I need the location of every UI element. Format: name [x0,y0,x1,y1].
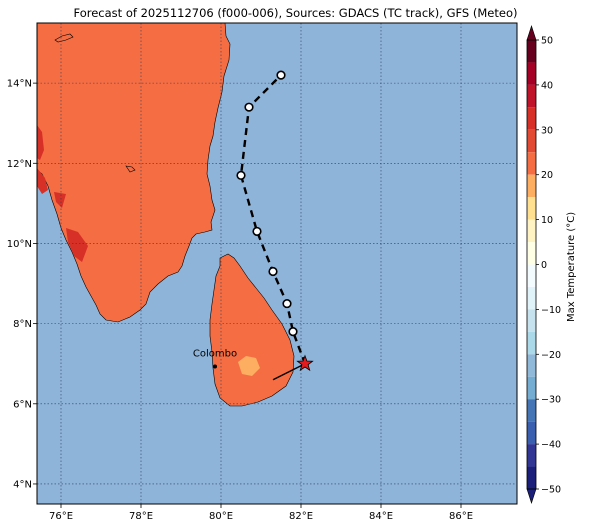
colorbar-segment [527,40,536,63]
colorbar-segment [527,444,536,467]
city-label-colombo: Colombo [193,349,237,360]
longitude-axis: 76°E 78°E 80°E 82°E 84°E 86°E [49,504,473,522]
colorbar: 50 40 30 20 10 0 −10 −20 −30 −40 −50 [526,25,561,504]
colorbar-segment [527,376,536,400]
y-tick-label: 12°N [7,159,32,170]
y-tick-label: 4°N [13,479,32,490]
track-line [239,74,307,365]
y-tick-label: 10°N [7,239,32,250]
hot-region-karnataka [37,168,48,194]
city-marker-group: Colombo [193,349,237,369]
track-point [268,266,278,277]
hot-region-kerala [66,228,88,262]
y-tick-label: 6°N [13,399,32,410]
map-frame [36,22,518,505]
track-point [252,226,262,237]
x-tick-label: 82°E [289,511,313,522]
colorbar-tick-label: −50 [541,485,561,496]
colorbar-tick-label: 30 [541,125,553,136]
colorbar-tick-label: −20 [541,350,561,361]
colorbar-segment [527,309,536,332]
sri-lanka-highlands [238,356,260,376]
colorbar-segment [527,331,536,355]
colorbar-segment [527,174,536,198]
colorbar-segment [527,152,536,175]
colorbar-segment [527,421,536,445]
latitude-axis: 4°N 6°N 8°N 10°N 12°N 14°N [7,79,37,490]
y-tick-label: 14°N [7,79,32,90]
hot-region-west-coast [37,125,44,160]
colorbar-tick-label: 50 [541,36,553,47]
colorbar-segment [527,466,536,489]
cyclone-track [236,70,314,381]
x-tick-label: 80°E [209,511,233,522]
island-outline [125,165,136,173]
colorbar-segment [527,286,536,310]
colorbar-tick-label: −40 [541,440,561,451]
colorbar-segment [527,354,536,377]
colorbar-tick-label: 10 [541,215,553,226]
colorbar-tick-label: 0 [541,260,547,271]
x-tick-label: 86°E [449,511,473,522]
colorbar-segment [527,197,536,220]
x-tick-label: 78°E [129,511,153,522]
sri-lanka-landmass [209,253,295,407]
x-tick-label: 76°E [49,511,73,522]
island-outline [54,33,74,43]
track-point [244,102,254,112]
track-point [276,70,286,80]
colorbar-segment [527,399,536,422]
track-point [236,170,246,180]
city-dot [213,364,217,369]
colorbar-segment [527,84,536,108]
colorbar-extend-min [526,488,537,504]
y-tick-label: 8°N [13,319,32,330]
track-point [288,327,298,337]
colorbar-segment [527,62,536,85]
hot-region-goa [54,192,66,208]
current-position-star [296,354,314,372]
colorbar-segment [527,107,536,130]
x-tick-label: 84°E [369,511,393,522]
motion-vector [272,363,306,381]
colorbar-segment [527,264,536,287]
colorbar-tick-label: 40 [541,80,553,91]
colorbar-segment [527,129,536,153]
colorbar-extend-max [526,25,537,41]
map-title: Forecast of 2025112706 (f000-006), Sourc… [73,6,518,20]
colorbar-segment [527,242,536,265]
colorbar-tick-label: −30 [541,395,561,406]
graticule-grid [37,23,517,504]
colorbar-label: Max Temperature (°C) [566,211,577,322]
track-point [282,298,292,309]
colorbar-tick-label: 20 [541,170,553,181]
colorbar-segment [527,219,536,243]
colorbar-tick-label: −10 [541,305,561,316]
